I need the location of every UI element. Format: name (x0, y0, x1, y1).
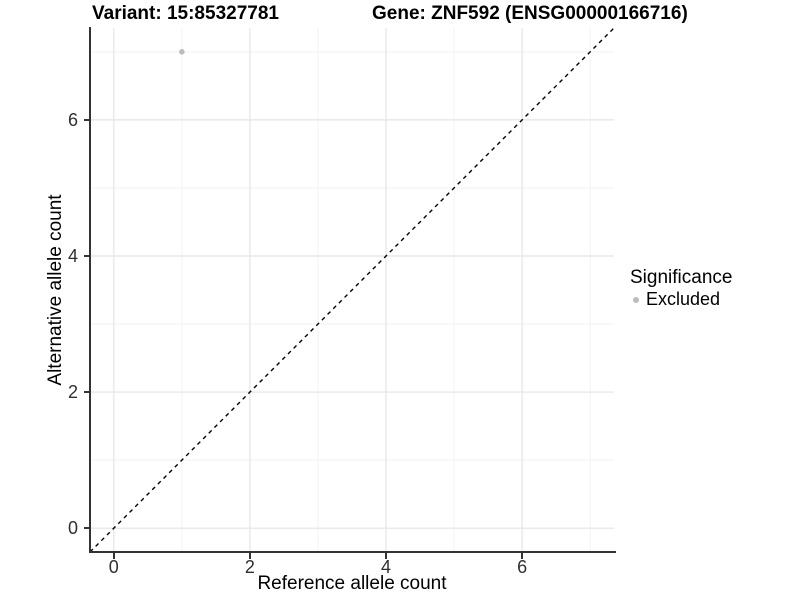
x-tick-mark (248, 553, 251, 559)
y-tick-mark (84, 527, 90, 530)
y-tick-label: 6 (67, 109, 78, 130)
plot-panel (89, 27, 615, 553)
legend-point-icon (633, 296, 639, 303)
variant-title: Variant: 15:85327781 (92, 3, 279, 24)
legend-item: Excluded (630, 289, 732, 310)
x-tick-mark (112, 553, 115, 559)
y-tick-mark (84, 118, 90, 121)
y-tick-label: 2 (67, 382, 78, 403)
legend: Significance Excluded (630, 266, 732, 310)
y-axis-title: Alternative allele count (45, 194, 66, 386)
gene-title: Gene: ZNF592 (ENSG00000166716) (372, 3, 688, 24)
x-axis-line (89, 551, 616, 553)
legend-items: Excluded (630, 289, 732, 310)
y-axis-line (89, 27, 91, 553)
x-tick-label: 0 (108, 557, 119, 577)
legend-item-label: Excluded (646, 289, 721, 309)
x-tick-mark (521, 553, 524, 559)
x-tick-mark (385, 553, 388, 559)
x-tick-label: 2 (244, 557, 255, 577)
identity-dashed-line (89, 27, 615, 553)
data-point (179, 49, 185, 55)
y-tick-mark (84, 391, 90, 394)
y-tick-label: 4 (67, 245, 78, 266)
x-tick-label: 4 (381, 557, 392, 577)
y-tick-mark (84, 254, 90, 257)
y-tick-label: 0 (67, 518, 78, 539)
x-axis-title: Reference allele count (257, 573, 447, 594)
legend-title: Significance (630, 267, 733, 288)
x-tick-label: 6 (517, 557, 528, 577)
